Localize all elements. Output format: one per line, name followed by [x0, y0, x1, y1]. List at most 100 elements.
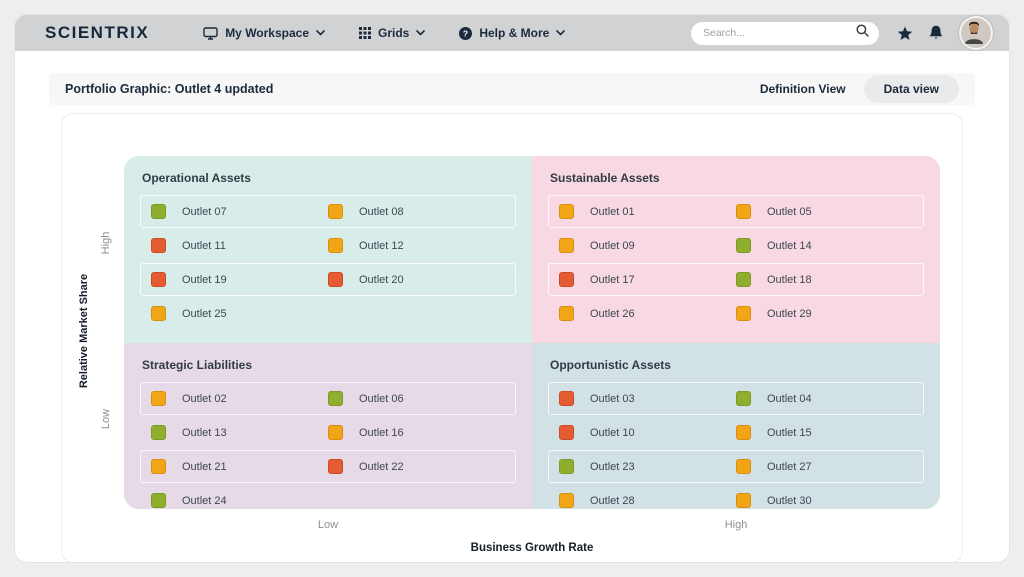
- nav-item-my-workspace[interactable]: My Workspace: [203, 26, 325, 40]
- page-header: Portfolio Graphic: Outlet 4 updated Defi…: [49, 73, 975, 105]
- outlet-item[interactable]: Outlet 19: [151, 272, 328, 287]
- outlet-label: Outlet 04: [767, 392, 812, 405]
- outlet-status-swatch-orange: [151, 459, 166, 474]
- outlet-item[interactable]: Outlet 09: [559, 238, 736, 253]
- quadrant-operational-assets: Operational Assets Outlet 07 Outlet 08 Out…: [124, 156, 532, 343]
- outlet-status-swatch-orange: [736, 459, 751, 474]
- outlet-label: Outlet 03: [590, 392, 635, 405]
- outlet-item[interactable]: Outlet 04: [736, 391, 913, 406]
- top-nav: SCIENTRIX My Workspace: [15, 15, 1009, 51]
- outlet-row: Outlet 11 Outlet 12: [140, 229, 516, 262]
- outlet-item[interactable]: Outlet 26: [559, 306, 736, 321]
- outlet-status-swatch-orange: [151, 306, 166, 321]
- quadrant-sustainable-assets: Sustainable Assets Outlet 01 Outlet 05 Out…: [532, 156, 940, 343]
- outlet-row: Outlet 13 Outlet 16: [140, 416, 516, 449]
- y-axis-tick-low: Low: [100, 408, 112, 430]
- outlet-row: Outlet 09 Outlet 14: [548, 229, 924, 262]
- user-avatar[interactable]: [959, 16, 993, 50]
- outlet-label: Outlet 25: [182, 307, 227, 320]
- outlet-row: Outlet 24: [140, 484, 516, 509]
- search-icon[interactable]: [856, 24, 869, 42]
- outlet-row: Outlet 03 Outlet 04: [548, 382, 924, 415]
- outlet-row: Outlet 02 Outlet 06: [140, 382, 516, 415]
- definition-view-button[interactable]: Definition View: [759, 82, 846, 96]
- outlet-label: Outlet 14: [767, 239, 812, 252]
- outlet-label: Outlet 01: [590, 205, 635, 218]
- outlet-item[interactable]: Outlet 29: [736, 306, 913, 321]
- nav-menu: My Workspace Grids: [203, 26, 566, 40]
- y-axis-tick-high: High: [100, 231, 112, 255]
- outlet-item[interactable]: Outlet 24: [151, 493, 328, 508]
- outlet-item[interactable]: Outlet 02: [151, 391, 328, 406]
- outlet-row: Outlet 10 Outlet 15: [548, 416, 924, 449]
- outlet-label: Outlet 19: [182, 273, 227, 286]
- outlet-label: Outlet 09: [590, 239, 635, 252]
- outlet-item[interactable]: Outlet 01: [559, 204, 736, 219]
- outlet-status-swatch-red: [151, 272, 166, 287]
- outlet-item[interactable]: Outlet 03: [559, 391, 736, 406]
- outlet-status-swatch-orange: [736, 493, 751, 508]
- monitor-icon: [203, 26, 218, 40]
- outlet-item[interactable]: Outlet 07: [151, 204, 328, 219]
- x-axis-tick-low: Low: [317, 519, 339, 531]
- outlet-item[interactable]: Outlet 08: [328, 204, 505, 219]
- outlet-row: Outlet 01 Outlet 05: [548, 195, 924, 228]
- outlet-item[interactable]: Outlet 22: [328, 459, 505, 474]
- outlet-item[interactable]: Outlet 10: [559, 425, 736, 440]
- outlet-label: Outlet 06: [359, 392, 404, 405]
- outlet-status-swatch-orange: [559, 204, 574, 219]
- outlet-label: Outlet 12: [359, 239, 404, 252]
- outlet-label: Outlet 23: [590, 460, 635, 473]
- outlet-item[interactable]: Outlet 28: [559, 493, 736, 508]
- star-icon[interactable]: [897, 26, 913, 41]
- outlet-item[interactable]: Outlet 18: [736, 272, 913, 287]
- quadrant-items: Outlet 02 Outlet 06 Outlet 13 Outlet 16 Outl…: [140, 382, 516, 509]
- outlet-item[interactable]: Outlet 17: [559, 272, 736, 287]
- chevron-down-icon: [556, 30, 566, 36]
- outlet-status-swatch-green: [559, 459, 574, 474]
- outlet-label: Outlet 26: [590, 307, 635, 320]
- nav-item-help-more[interactable]: ? Help & More: [459, 26, 566, 40]
- outlet-status-swatch-green: [151, 204, 166, 219]
- outlet-item[interactable]: Outlet 11: [151, 238, 328, 253]
- outlet-status-swatch-green: [736, 391, 751, 406]
- outlet-item[interactable]: Outlet 06: [328, 391, 505, 406]
- outlet-item[interactable]: Outlet 15: [736, 425, 913, 440]
- y-axis-title: Relative Market Share: [78, 273, 90, 389]
- outlet-label: Outlet 21: [182, 460, 227, 473]
- outlet-label: Outlet 27: [767, 460, 812, 473]
- outlet-status-swatch-orange: [328, 204, 343, 219]
- outlet-status-swatch-red: [559, 425, 574, 440]
- search-box[interactable]: [691, 21, 879, 45]
- outlet-item[interactable]: Outlet 14: [736, 238, 913, 253]
- quadrant-opportunistic-assets: Opportunistic Assets Outlet 03 Outlet 04 O…: [532, 343, 940, 509]
- bell-icon[interactable]: [929, 25, 943, 41]
- outlet-status-swatch-red: [559, 272, 574, 287]
- outlet-item[interactable]: Outlet 21: [151, 459, 328, 474]
- outlet-item[interactable]: Outlet 05: [736, 204, 913, 219]
- outlet-row: Outlet 23 Outlet 27: [548, 450, 924, 483]
- outlet-item[interactable]: Outlet 13: [151, 425, 328, 440]
- outlet-label: Outlet 16: [359, 426, 404, 439]
- outlet-item[interactable]: Outlet 25: [151, 306, 328, 321]
- outlet-status-swatch-orange: [151, 391, 166, 406]
- search-input[interactable]: [701, 26, 856, 40]
- outlet-item[interactable]: Outlet 23: [559, 459, 736, 474]
- help-icon: ?: [459, 26, 473, 40]
- outlet-item[interactable]: Outlet 12: [328, 238, 505, 253]
- x-axis-tick-high: High: [724, 519, 748, 531]
- outlet-label: Outlet 10: [590, 426, 635, 439]
- svg-text:?: ?: [463, 28, 468, 38]
- nav-item-grids[interactable]: Grids: [359, 26, 426, 40]
- outlet-row: Outlet 19 Outlet 20: [140, 263, 516, 296]
- chevron-down-icon: [316, 30, 325, 36]
- outlet-item[interactable]: Outlet 16: [328, 425, 505, 440]
- data-view-button[interactable]: Data view: [863, 75, 959, 103]
- outlet-item[interactable]: Outlet 30: [736, 493, 913, 508]
- outlet-item[interactable]: Outlet 27: [736, 459, 913, 474]
- outlet-label: Outlet 13: [182, 426, 227, 439]
- outlet-label: Outlet 22: [359, 460, 404, 473]
- outlet-item[interactable]: Outlet 20: [328, 272, 505, 287]
- outlet-row: Outlet 21 Outlet 22: [140, 450, 516, 483]
- outlet-row: Outlet 17 Outlet 18: [548, 263, 924, 296]
